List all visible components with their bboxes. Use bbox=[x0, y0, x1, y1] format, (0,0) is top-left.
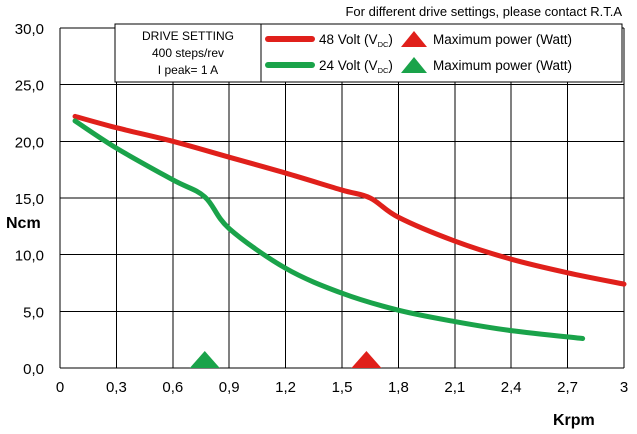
series-line-1 bbox=[72, 118, 586, 342]
x-tick-label: 2,7 bbox=[557, 379, 578, 396]
legend-marker-24v bbox=[401, 57, 427, 73]
x-axis-label: Krpm bbox=[553, 412, 595, 429]
y-tick-label: 0,0 bbox=[23, 361, 44, 378]
x-tick-label: 1,8 bbox=[388, 379, 409, 396]
y-tick-label: 15,0 bbox=[15, 191, 44, 208]
x-tick-label: 1,5 bbox=[332, 379, 353, 396]
legend-marker-48v bbox=[401, 31, 427, 47]
y-tick-label: 5,0 bbox=[23, 304, 44, 321]
x-tick-label: 2,4 bbox=[501, 379, 522, 396]
x-tick-label: 0,3 bbox=[106, 379, 127, 396]
max-power-marker-1 bbox=[189, 351, 220, 368]
legend-border bbox=[260, 23, 623, 83]
y-tick-label: 10,0 bbox=[15, 248, 44, 265]
y-tick-label: 25,0 bbox=[15, 78, 44, 95]
max-power-markers bbox=[189, 351, 382, 368]
drive-setting-title: DRIVE SETTING bbox=[142, 29, 234, 43]
drive-setting-current: I peak= 1 A bbox=[158, 63, 218, 77]
y-tick-label: 30,0 bbox=[15, 21, 44, 38]
legend-label-48v: 48 Volt (VDC) bbox=[319, 32, 393, 49]
legend-maxpower-24v: Maximum power (Watt) bbox=[433, 58, 572, 73]
legend-maxpower-48v: Maximum power (Watt) bbox=[433, 32, 572, 47]
max-power-marker-0 bbox=[351, 351, 382, 368]
legend-label-24v: 24 Volt (VDC) bbox=[319, 58, 393, 75]
drive-setting-box: DRIVE SETTING 400 steps/rev I peak= 1 A bbox=[114, 23, 262, 83]
x-tick-label: 0,9 bbox=[219, 379, 240, 396]
y-axis-label: Ncm bbox=[6, 215, 41, 232]
x-tick-label: 3 bbox=[620, 379, 628, 396]
x-tick-label: 2,1 bbox=[444, 379, 465, 396]
drive-setting-steps: 400 steps/rev bbox=[152, 46, 224, 60]
x-tick-label: 1,2 bbox=[275, 379, 296, 396]
contact-note: For different drive settings, please con… bbox=[345, 4, 622, 19]
series-lines bbox=[72, 113, 627, 342]
y-axis-ticks: 0,0 5,0 10,0 15,0 20,0 25,0 30,0 bbox=[15, 21, 44, 378]
x-tick-label: 0 bbox=[56, 379, 64, 396]
y-tick-label: 20,0 bbox=[15, 134, 44, 151]
legend: 48 Volt (VDC) Maximum power (Watt) 24 Vo… bbox=[260, 23, 623, 83]
series-line-0 bbox=[72, 113, 627, 287]
x-axis-ticks: 0 0,3 0,6 0,9 1,2 1,5 1,8 2,1 2,4 2,7 3 bbox=[56, 379, 628, 396]
x-tick-label: 0,6 bbox=[162, 379, 183, 396]
